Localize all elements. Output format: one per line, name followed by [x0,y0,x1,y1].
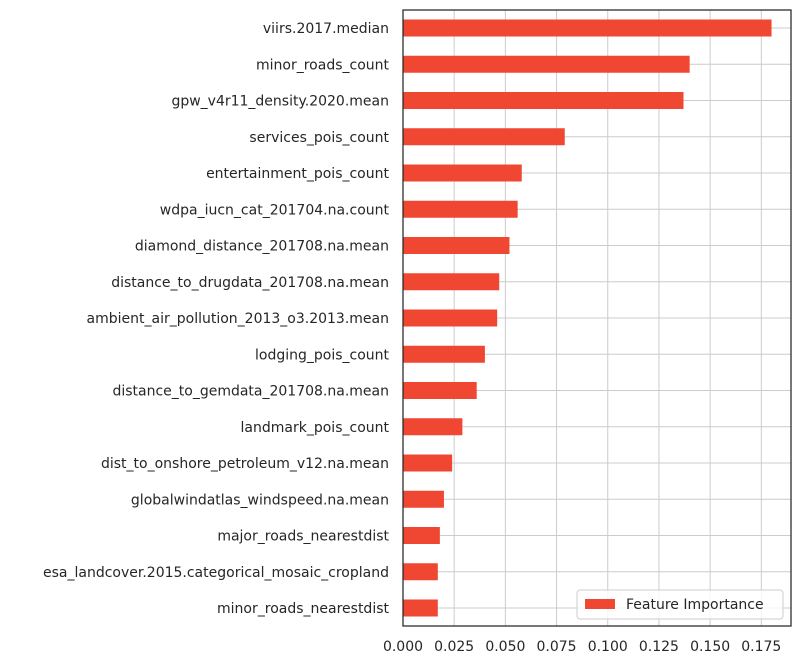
x-tick-labels: 0.000 0.025 0.050 0.075 0.100 0.125 0.150 0.175 [383,639,781,655]
bars [403,19,772,617]
plot-frame [402,9,792,627]
y-tick-label: services_pois_count [249,130,389,146]
y-tick-label: lodging_pois_count [255,347,390,363]
bar [403,92,684,109]
y-tick-label: dist_to_onshore_petroleum_v12.na.mean [101,456,389,472]
y-tick-label: ambient_air_pollution_2013_o3.2013.mean [87,311,389,327]
bar [403,128,565,146]
y-tick-label: globalwindatlas_windspeed.na.mean [131,492,389,508]
bar [403,200,518,218]
legend: Feature Importance [576,589,784,620]
y-tick-label: entertainment_pois_count [206,166,389,182]
y-tick-label: minor_roads_count [256,57,390,73]
bar [403,273,500,291]
x-tick-label: 0.050 [485,639,525,655]
x-tick-label: 0.125 [639,639,679,655]
y-tick-label: landmark_pois_count [241,420,390,436]
bar [403,309,498,327]
legend-swatch [585,599,615,609]
y-tick-label: distance_to_drugdata_201708.na.mean [111,275,389,291]
x-tick-label: 0.025 [434,639,474,655]
y-tick-label: major_roads_nearestdist [217,529,389,545]
x-tick-label: 0.150 [690,639,730,655]
y-tick-label: gpw_v4r11_density.2020.mean [171,94,389,110]
bar [403,563,438,581]
x-tick-label: 0.000 [383,639,423,655]
y-tick-label: diamond_distance_201708.na.mean [135,239,389,255]
legend-label: Feature Importance [626,597,764,613]
bar [403,418,463,436]
y-tick-label: distance_to_gemdata_201708.na.mean [112,384,389,400]
bar [403,345,485,363]
bar [403,164,522,182]
bar [403,19,772,37]
y-tick-label: viirs.2017.median [263,21,389,37]
y-tick-labels: viirs.2017.median minor_roads_count gpw_v4… [43,21,390,617]
bar [403,599,438,617]
x-tick-label: 0.075 [537,639,577,655]
x-tick-label: 0.100 [588,639,628,655]
bar [403,454,453,472]
y-tick-label: wdpa_iucn_cat_201704.na.count [160,202,390,218]
bar [403,55,690,73]
x-tick-label: 0.175 [741,639,781,655]
bar [403,490,444,508]
y-tick-label: esa_landcover.2015.categorical_mosaic_cr… [43,565,389,581]
y-tick-label: minor_roads_nearestdist [217,601,389,617]
bar [403,527,440,544]
legend-box [576,589,784,620]
bar [403,382,477,399]
bar [403,237,510,254]
